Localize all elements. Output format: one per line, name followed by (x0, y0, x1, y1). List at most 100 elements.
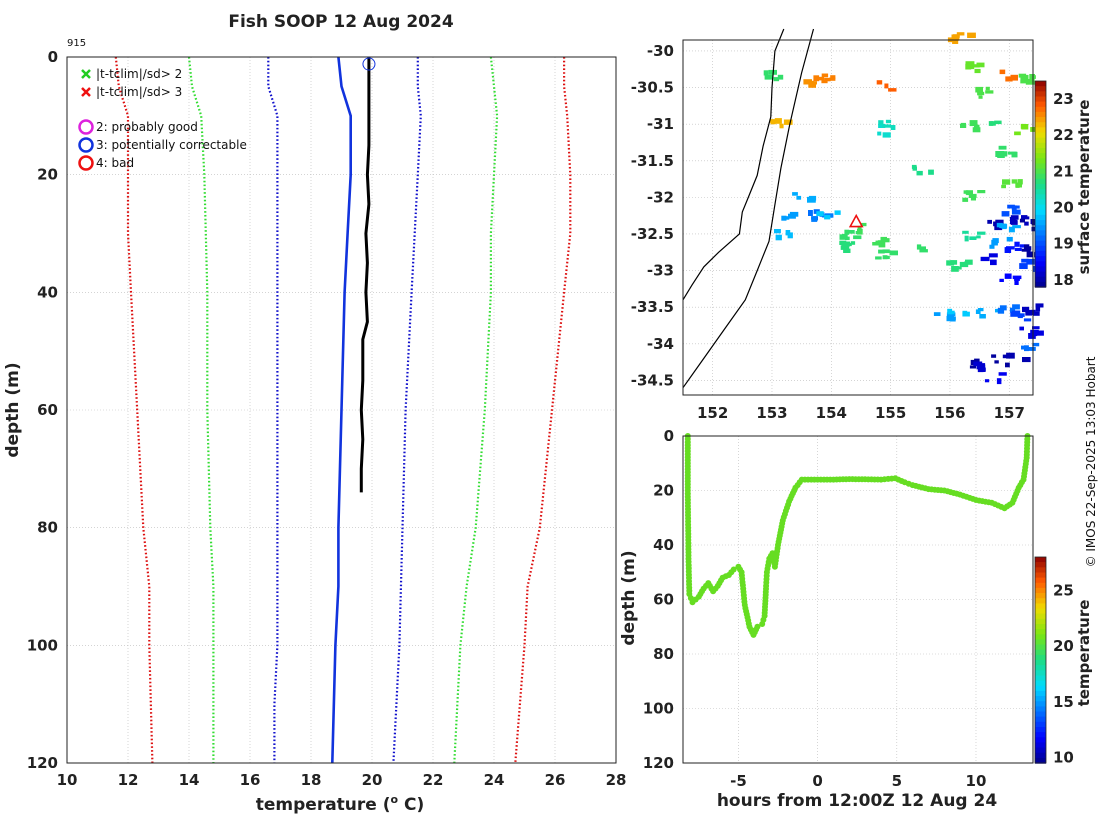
map-sst-cell (783, 119, 793, 125)
depth-time-colorbar-cell (1035, 680, 1046, 687)
profile-x-tick-label: 16 (240, 771, 261, 789)
map-sst-cell (994, 360, 999, 364)
map-sst-cell (978, 367, 986, 372)
map-sst-cell (959, 261, 969, 268)
map-sst-cell (997, 307, 1005, 314)
map-sst-cell (1030, 329, 1039, 335)
depth-time-colorbar-cell (1035, 706, 1046, 713)
map-sst-cell (920, 246, 926, 251)
depth-time-ylabel: depth (m) (619, 550, 639, 645)
depth-time-colorbar-cell (1035, 624, 1046, 630)
map-sst-cell (848, 230, 855, 234)
profile-x-tick-label: 24 (484, 771, 505, 789)
profile-tick-labels: 10 12 14 16 18 20 22 24 26 28 0 20 40 60 80 100 120 (27, 48, 627, 789)
map-sst-cell (946, 317, 952, 322)
map-sst-cell (977, 231, 986, 235)
map-sst-cell (828, 77, 836, 81)
map-sst-cell (1020, 74, 1029, 81)
map-sst-cell (994, 224, 1003, 231)
map-colorbar-cell (1035, 230, 1046, 237)
depth-time-colorbar-cell (1035, 572, 1046, 579)
map-sst-cell (1001, 184, 1006, 189)
map-colorbar-cell (1035, 91, 1046, 98)
map-sst-cell (1006, 236, 1013, 242)
profile-series-line (187, 56, 215, 763)
map-sst-cell (773, 77, 780, 82)
map-sst-cell (967, 32, 976, 38)
map-colorbar: 18 19 20 21 22 23 (1034, 80, 1074, 289)
map-sst-cell (969, 120, 978, 127)
profile-axes-box (66, 56, 617, 764)
profile-y-tick-label: 20 (37, 166, 58, 184)
map-colorbar-cell (1035, 122, 1046, 128)
map-colorbar-cell (1035, 168, 1046, 175)
map-colorbar-tick-label: 22 (1053, 126, 1074, 144)
map-sst-cell (1019, 218, 1025, 223)
map-colorbar-cell (1035, 266, 1046, 273)
map-colorbar-tick-label: 20 (1053, 198, 1074, 216)
map-sst-cell (1032, 311, 1040, 316)
map-colorbar-cell (1035, 86, 1046, 92)
depth-time-y-tick-label: 60 (653, 591, 674, 609)
profile-x-tick-label: 28 (606, 771, 627, 789)
map-sst-cell (916, 170, 923, 176)
map-colorbar-cell (1035, 199, 1046, 206)
map-sst-cell (1002, 354, 1011, 359)
map-sst-cell (950, 260, 958, 265)
map-colorbar-cell (1035, 250, 1046, 257)
map-sst-cell (995, 219, 1004, 225)
map-sst-cell (985, 90, 994, 94)
map-sst-cell (857, 225, 862, 232)
map-sst-cell (787, 232, 793, 239)
map-sst-cell (1009, 217, 1016, 221)
map-sst-cell (950, 310, 955, 315)
map-sst-cell (1014, 277, 1020, 281)
map-colorbar-cell (1035, 127, 1046, 134)
depth-time-colorbar-cell (1035, 654, 1046, 661)
map-colorbar-cell (1035, 189, 1046, 195)
map-sst-cell (968, 193, 977, 198)
map-sst-cell (1007, 204, 1015, 209)
map-sst-cell (808, 83, 816, 88)
map-sst-cell (960, 122, 966, 127)
depth-time-colorbar-cell (1035, 608, 1046, 615)
profile-y-tick-label: 120 (27, 754, 58, 772)
map-sst-cell (1029, 74, 1035, 80)
map-colorbar-cell (1035, 194, 1046, 201)
map-sst-cell (996, 378, 1002, 385)
map-sst-cell (782, 216, 790, 220)
map-coastline (682, 28, 864, 389)
map-sst-cell (841, 241, 851, 247)
map-sst-cell (1024, 244, 1030, 250)
map-sst-cell (1005, 362, 1010, 368)
map-sst-cell (1019, 326, 1024, 331)
map-sst-cell (1005, 76, 1013, 82)
map-sst-cell (1032, 342, 1040, 347)
map-sst-cell (878, 249, 885, 254)
map-sst-cell (998, 372, 1007, 376)
map-sst-cell (996, 222, 1003, 228)
map-colorbar-cell (1035, 281, 1046, 288)
profile-series-line (267, 57, 279, 763)
depth-time-colorbar-cell (1035, 742, 1046, 749)
map-sst-cell (1020, 80, 1029, 84)
depth-time-x-tick-label: 0 (812, 772, 822, 790)
map-sst-cell (975, 86, 983, 93)
map-sst-cell (972, 127, 981, 133)
map-sst-cell (1011, 179, 1018, 184)
map-colorbar-cell (1035, 204, 1046, 211)
depth-time-colorbar-cell (1035, 727, 1046, 733)
map-colorbar-cell (1035, 240, 1046, 247)
map-sst-cell (857, 228, 863, 235)
map-sst-cell (969, 365, 976, 369)
map-colorbar-cell (1035, 214, 1046, 221)
map-sst-cell (872, 242, 880, 246)
depth-time-colorbar-cell (1035, 587, 1046, 594)
map-colorbar-cell (1035, 256, 1046, 262)
profile-x-tick-label: 12 (118, 771, 139, 789)
map-sst-cell (821, 73, 829, 78)
map-sst-cell (974, 358, 980, 362)
depth-time-y-tick-label: 120 (643, 754, 674, 772)
map-sst-cell (912, 166, 917, 171)
